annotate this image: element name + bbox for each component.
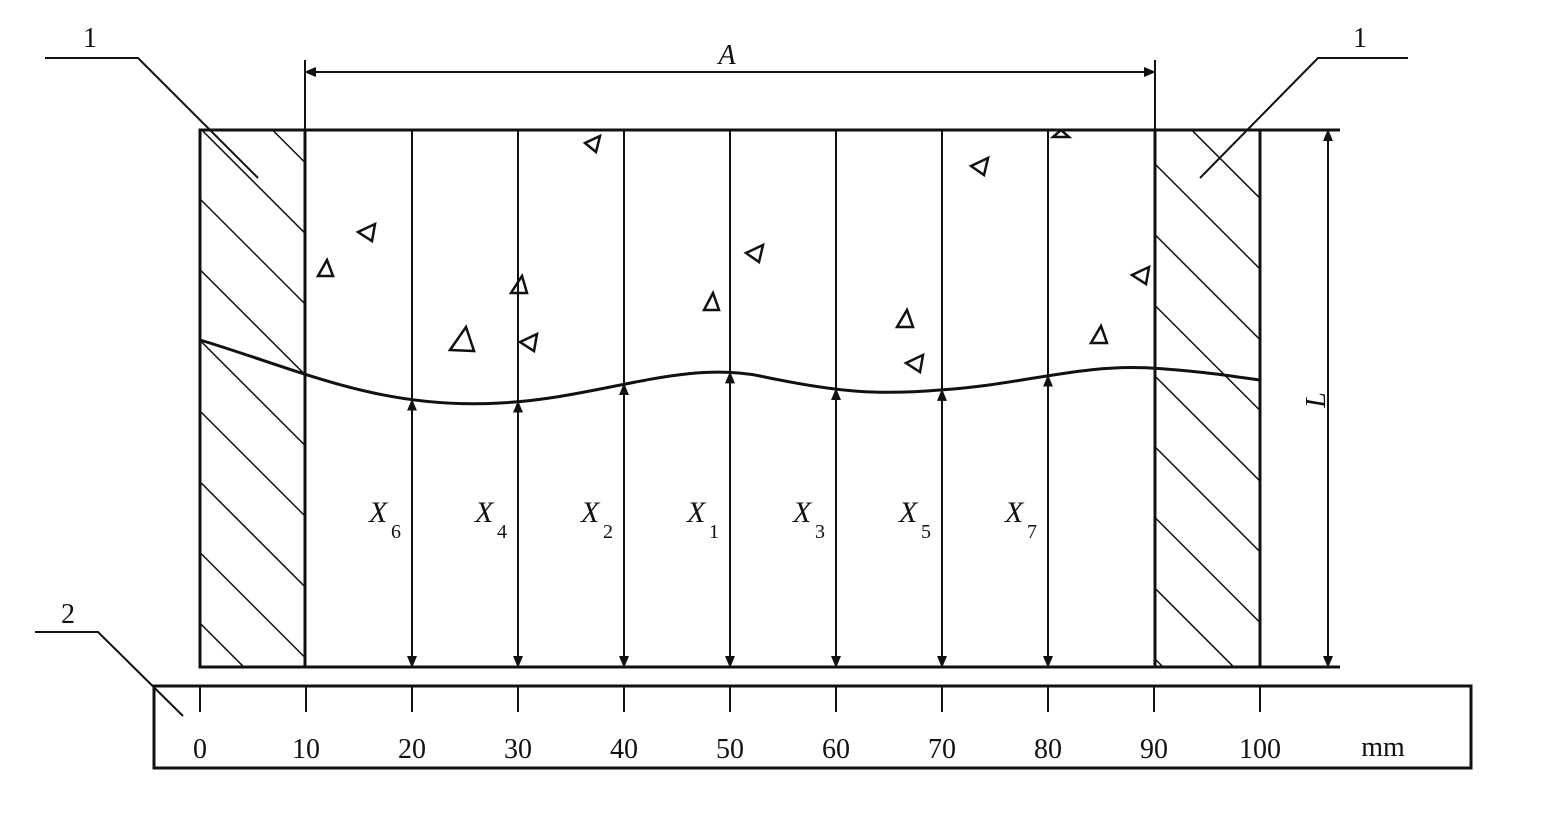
measurement-subscript: 2 [603, 521, 613, 543]
inclusion-triangle [903, 352, 925, 375]
ruler-tick-label: 50 [716, 734, 744, 765]
measurement-label: X [474, 496, 495, 529]
inclusion-triangle [701, 289, 721, 312]
measurement-label: X [580, 496, 601, 529]
ruler-tick-label: 90 [1140, 734, 1168, 765]
ruler-tick-label: 60 [822, 734, 850, 765]
measurement-subscript: 1 [709, 521, 719, 543]
inclusions [315, 128, 1151, 375]
ruler-tick-label: 70 [928, 734, 956, 765]
inclusion-triangle [315, 257, 335, 278]
dimension-A-label: A [716, 40, 736, 71]
ruler-tick-label: 20 [398, 734, 426, 765]
callout-1-left-leader [45, 57, 259, 179]
measurement-label: X [792, 496, 813, 529]
ruler-tick-label: 0 [193, 734, 207, 765]
ruler-unit: mm [1361, 732, 1405, 763]
measurement-subscript: 6 [391, 521, 401, 543]
measurement-label: X [1004, 496, 1025, 529]
measurement-label: X [368, 496, 389, 529]
measurement-subscript: 3 [815, 521, 825, 543]
measurement-subscript: 5 [921, 521, 931, 543]
inclusion-triangle [743, 242, 765, 265]
inclusion-triangle [582, 133, 602, 155]
inclusion-triangle [508, 273, 529, 295]
inclusion-triangle [968, 155, 990, 178]
inclusion-triangle [1129, 264, 1151, 287]
ruler-tick-label: 80 [1034, 734, 1062, 765]
right-hatched-zone [1153, 128, 1262, 669]
measurement-label: X [686, 496, 707, 529]
inclusion-triangle [1049, 128, 1073, 139]
ruler-ticks: 0 10 20 30 40 50 60 70 80 90 100 [193, 686, 1281, 765]
inclusion-triangle [1088, 323, 1109, 345]
callout-1-left-number: 1 [83, 23, 97, 54]
callout-1-right-number: 1 [1353, 23, 1367, 54]
ruler-tick-label: 40 [610, 734, 638, 765]
dimension-L-label: L [1301, 392, 1332, 409]
ruler-tick-label: 10 [292, 734, 320, 765]
ruler-tick-label: 100 [1239, 734, 1281, 765]
measurement-subscript: 7 [1027, 521, 1037, 543]
inclusion-triangle [517, 331, 539, 354]
callout-1-right-leader [1199, 57, 1408, 179]
ruler [152, 684, 1473, 770]
measurement-label: X [898, 496, 919, 529]
ruler-tick-label: 30 [504, 734, 532, 765]
inclusion-triangle [355, 221, 377, 244]
measurement-subscript: 4 [497, 521, 507, 543]
left-hatched-zone [198, 128, 307, 669]
inclusion-triangle [447, 324, 476, 353]
inclusion-triangle [894, 307, 915, 329]
callout-2-leader [35, 631, 184, 717]
callout-2-number: 2 [61, 599, 75, 630]
